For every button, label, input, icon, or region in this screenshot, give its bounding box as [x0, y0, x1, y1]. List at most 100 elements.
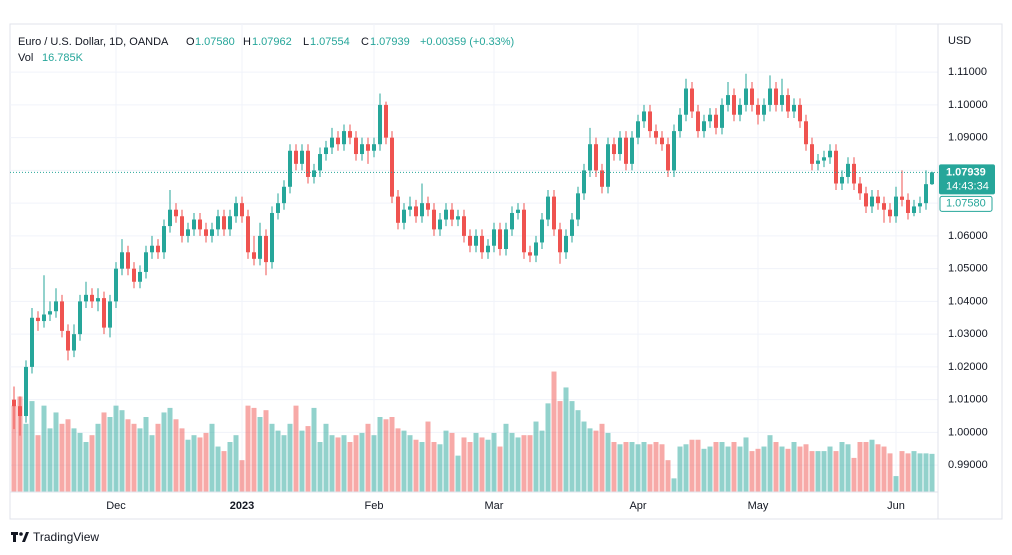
- volume-bar: [143, 417, 149, 492]
- candle-body: [852, 163, 856, 184]
- volume-bar: [437, 444, 443, 492]
- volume-bar: [851, 457, 857, 492]
- candle-body: [774, 88, 778, 105]
- volume-bar: [665, 460, 671, 492]
- candle-body: [138, 271, 142, 282]
- x-tick-label: Feb: [365, 500, 384, 512]
- volume-bar: [125, 419, 131, 492]
- candle-body: [210, 229, 214, 236]
- volume-bar: [863, 442, 869, 492]
- candle-body: [216, 216, 220, 230]
- volume-bar: [167, 407, 173, 492]
- candle-body: [396, 196, 400, 223]
- candle-body: [270, 212, 274, 263]
- candle-body: [54, 301, 58, 312]
- volume-bar: [653, 442, 659, 492]
- candle-body: [930, 172, 934, 185]
- candle-body: [726, 95, 730, 105]
- volume-bar: [551, 371, 557, 492]
- volume-bar: [467, 442, 473, 492]
- candle-body: [780, 95, 784, 105]
- candle-body: [444, 209, 448, 220]
- candle-body: [222, 216, 226, 230]
- candle-body: [354, 137, 358, 155]
- candle-body: [612, 144, 616, 155]
- candle-body: [672, 131, 676, 171]
- candle-body: [582, 170, 586, 194]
- volume-bar: [761, 446, 767, 492]
- candle-body: [912, 206, 916, 213]
- candle-body: [906, 199, 910, 213]
- candle-body: [678, 114, 682, 132]
- volume-bar: [527, 435, 533, 492]
- volume-bar: [767, 435, 773, 492]
- candle-body: [144, 252, 148, 272]
- candle-body: [660, 137, 664, 145]
- volume-bar: [191, 435, 197, 492]
- candle-body: [684, 88, 688, 115]
- legend-high: 1.07962: [252, 36, 292, 48]
- candle-body: [258, 235, 262, 259]
- candle-body: [744, 88, 748, 105]
- volume-bar: [347, 442, 353, 492]
- y-tick-label: 1.05000: [948, 263, 988, 275]
- x-tick-label: May: [748, 500, 769, 512]
- candle-body: [558, 229, 562, 253]
- volume-bar: [371, 435, 377, 492]
- candle-body: [510, 212, 514, 230]
- volume-bar: [389, 417, 395, 492]
- volume-bar: [473, 432, 479, 492]
- volume-bar: [599, 423, 605, 492]
- volume-bar: [839, 442, 845, 492]
- y-tick-label: 1.00000: [948, 426, 988, 438]
- candle-body: [90, 294, 94, 302]
- candle-body: [606, 144, 610, 187]
- candle-body: [432, 209, 436, 230]
- volume-bar: [695, 439, 701, 492]
- candle-body: [30, 317, 34, 367]
- volume-bar: [917, 453, 923, 492]
- candle-body: [498, 229, 502, 250]
- x-tick-label: Dec: [106, 500, 126, 512]
- candle-body: [846, 163, 850, 177]
- volume-bar: [737, 446, 743, 492]
- volume-bar: [557, 401, 563, 492]
- volume-bar: [605, 432, 611, 492]
- volume-bar: [929, 453, 935, 492]
- volume-bar: [413, 439, 419, 492]
- volume-bar: [149, 435, 155, 492]
- candle-body: [456, 216, 460, 220]
- candle-body: [186, 229, 190, 236]
- volume-bar: [539, 430, 545, 492]
- candle-body: [654, 131, 658, 138]
- volume-bar: [239, 460, 245, 492]
- volume-bar: [335, 437, 341, 492]
- volume-bar: [491, 432, 497, 492]
- legend-close: 1.07939: [370, 36, 410, 48]
- candle-body: [246, 216, 250, 253]
- candle-body: [408, 206, 412, 210]
- candle-body: [192, 219, 196, 230]
- candle-body: [480, 235, 484, 253]
- candle-body: [894, 196, 898, 217]
- candle-body: [828, 150, 832, 158]
- volume-bar: [47, 428, 53, 492]
- candle-body: [702, 121, 706, 132]
- volume-bar: [443, 430, 449, 492]
- volume-bar: [113, 405, 119, 492]
- candle-body: [252, 252, 256, 259]
- volume-bar: [713, 442, 719, 492]
- candle-body: [738, 104, 742, 115]
- candle-body: [294, 150, 298, 164]
- candle-body: [204, 229, 208, 236]
- candle-body: [750, 88, 754, 105]
- candle-body: [486, 245, 490, 253]
- volume-bar: [383, 419, 389, 492]
- volume-bar: [569, 401, 575, 492]
- volume-bar: [485, 439, 491, 492]
- volume-bar: [563, 387, 569, 492]
- candle-body: [414, 206, 418, 217]
- legend-change: +0.00359 (+0.33%): [420, 36, 514, 48]
- candle-body: [66, 330, 70, 351]
- volume-bar: [263, 410, 269, 492]
